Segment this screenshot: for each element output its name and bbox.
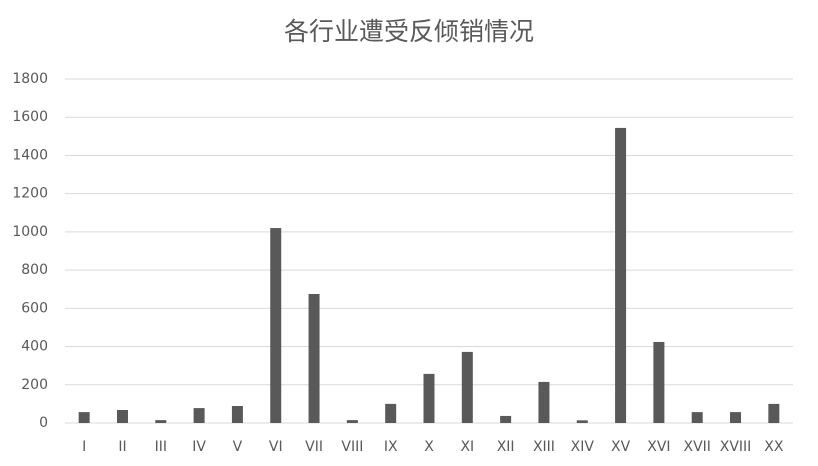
x-tick-label: XVIII <box>720 439 752 455</box>
bar <box>730 412 742 423</box>
y-tick-label: 800 <box>21 262 48 278</box>
bar <box>691 412 703 423</box>
x-tick-label: III <box>155 439 167 455</box>
x-tick-label: XII <box>497 439 515 455</box>
bar <box>346 420 358 423</box>
y-tick-label: 1800 <box>12 71 48 87</box>
x-tick-label: II <box>118 439 126 455</box>
y-tick-label: 1200 <box>12 186 48 202</box>
bar <box>538 381 550 423</box>
x-tick-label: XIII <box>533 439 555 455</box>
x-tick-label: VI <box>269 439 283 455</box>
y-tick-label: 1000 <box>12 224 48 240</box>
y-tick-label: 200 <box>21 377 48 393</box>
x-tick-label: XIV <box>571 439 595 455</box>
bar <box>768 403 780 423</box>
y-tick-label: 1400 <box>12 147 48 163</box>
y-tick-label: 0 <box>39 415 48 431</box>
y-tick-label: 600 <box>21 300 48 316</box>
x-tick-label: XX <box>764 439 784 455</box>
x-tick-label: XI <box>460 439 474 455</box>
bar <box>270 228 282 423</box>
bar <box>78 412 90 423</box>
bar <box>653 341 665 423</box>
bar <box>193 408 205 423</box>
bar <box>155 420 167 423</box>
bar <box>308 294 320 423</box>
x-tick-label: IX <box>384 439 398 455</box>
bar <box>385 403 397 423</box>
y-tick-label: 400 <box>21 339 48 355</box>
bar <box>576 420 588 423</box>
bar <box>500 415 512 423</box>
x-tick-label: V <box>233 439 243 455</box>
x-tick-label: I <box>82 439 86 455</box>
x-tick-label: XVI <box>647 439 670 455</box>
x-tick-label: X <box>424 439 434 455</box>
bar <box>116 410 128 423</box>
bar <box>615 127 627 424</box>
bar <box>461 351 473 423</box>
x-tick-label: VIII <box>341 439 363 455</box>
chart-title: 各行业遭受反倾销情况 <box>284 17 534 46</box>
x-tick-label: IV <box>192 439 206 455</box>
x-tick-label: XV <box>611 439 631 455</box>
x-tick-label: VII <box>305 439 323 455</box>
y-tick-label: 1600 <box>12 109 48 125</box>
bar <box>423 373 435 423</box>
bar <box>231 405 243 423</box>
x-tick-label: XVII <box>683 439 710 455</box>
